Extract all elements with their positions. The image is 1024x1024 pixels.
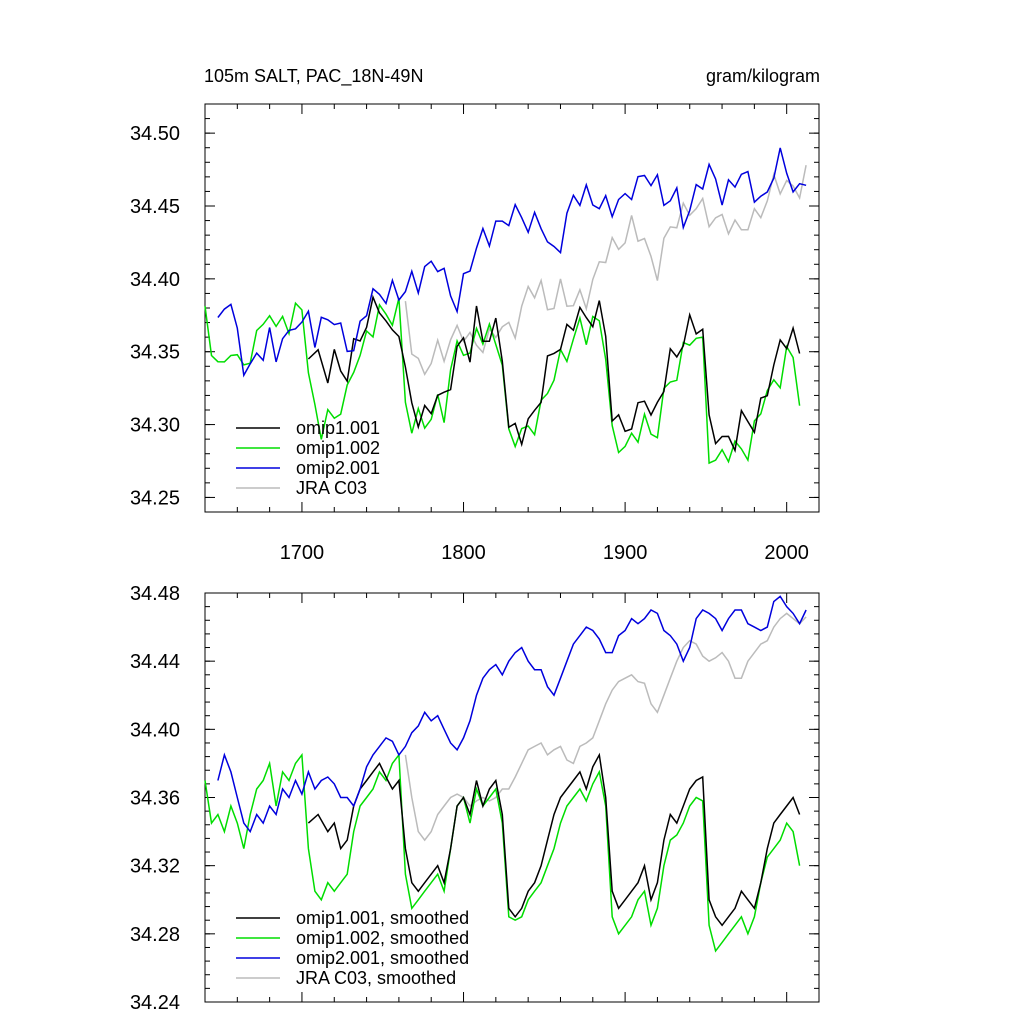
legend-label: JRA C03 [296, 478, 367, 498]
x-tick-label: 2000 [764, 542, 809, 564]
x-tick-label: 1800 [441, 542, 486, 564]
y-tick-label: 34.32 [130, 856, 180, 878]
legend-label: omip1.001, smoothed [296, 908, 469, 928]
y-tick-label: 34.28 [130, 924, 180, 946]
series-line-omip1-002 [204, 297, 801, 465]
y-tick-label: 34.40 [130, 719, 180, 741]
y-tick-label: 34.30 [130, 415, 180, 437]
y-tick-label: 34.45 [130, 196, 180, 218]
y-tick-label: 34.35 [130, 342, 180, 364]
top-units: gram/kilogram [706, 66, 820, 86]
series-line-omip1-001 [307, 752, 801, 927]
y-tick-label: 34.50 [130, 123, 180, 145]
legend-label: omip1.002 [296, 438, 380, 458]
y-tick-label: 34.44 [130, 651, 180, 673]
y-tick-label: 34.24 [130, 992, 180, 1014]
y-tick-label: 34.40 [130, 269, 180, 291]
legend-label: omip2.001, smoothed [296, 948, 469, 968]
series-line-omip1-001 [307, 294, 801, 453]
y-tick-label: 34.36 [130, 788, 180, 810]
legend-label: omip1.001 [296, 418, 380, 438]
bottom-panel: 34.24 34.28 34.32 34.36 34.40 34.44 34.48 omip… [130, 583, 820, 1014]
y-tick-label: 34.48 [130, 583, 180, 605]
legend-label: omip2.001 [296, 458, 380, 478]
legend-label: omip1.002, smoothed [296, 928, 469, 948]
y-tick-label: 34.25 [130, 487, 180, 509]
x-tick-label: 1700 [280, 542, 325, 564]
legend-label: JRA C03, smoothed [296, 968, 456, 988]
x-tick-label: 1900 [603, 542, 648, 564]
series-line-omip2-001 [217, 595, 807, 834]
series-line-omip2-001 [217, 147, 807, 378]
top-panel: 105m SALT, PAC_18N-49N gram/kilogram 170… [130, 66, 820, 564]
top-title: 105m SALT, PAC_18N-49N [204, 66, 423, 87]
series-line-jra-c03 [404, 165, 807, 376]
